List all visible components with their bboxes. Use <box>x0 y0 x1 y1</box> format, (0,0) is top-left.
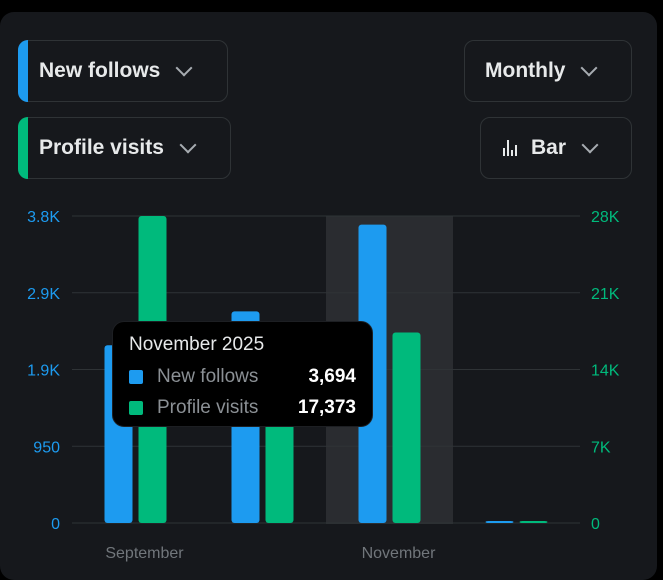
metric1-color-swatch <box>18 40 28 102</box>
bar-profile-visits <box>392 332 421 523</box>
metric2-color-swatch <box>18 117 28 179</box>
tooltip-title: November 2025 <box>129 334 265 355</box>
y-right-tick-label: 21K <box>591 286 620 303</box>
tooltip-label: Profile visits <box>157 397 259 418</box>
y-right-tick-label: 7K <box>591 439 611 456</box>
new-follows-swatch <box>129 370 143 384</box>
bar-chart-icon <box>503 140 517 156</box>
tooltip-row-new-follows: New follows 3,694 <box>129 366 356 388</box>
bar-profile-visits <box>265 402 294 523</box>
tooltip-value: 17,373 <box>297 397 356 418</box>
y-left-tick-label: 950 <box>33 439 60 456</box>
metric1-dropdown[interactable]: New follows <box>18 40 228 102</box>
metric2-label: Profile visits <box>39 136 164 159</box>
period-dropdown[interactable]: Monthly <box>464 40 632 102</box>
x-tick-label: September <box>105 545 184 562</box>
bar-profile-visits <box>519 521 548 523</box>
tooltip-row-profile-visits: Profile visits 17,373 <box>129 397 356 419</box>
x-tick-label: November <box>362 545 436 562</box>
metric2-dropdown[interactable]: Profile visits <box>18 117 231 179</box>
y-left-tick-label: 2.9K <box>27 286 60 303</box>
y-left-tick-label: 3.8K <box>27 209 60 226</box>
chart-type-label: Bar <box>531 136 567 159</box>
metric1-label: New follows <box>39 59 161 82</box>
chart-tooltip: November 2025 New follows 3,694 Profile … <box>112 321 373 427</box>
y-right-tick-label: 14K <box>591 363 620 380</box>
chart-type-dropdown[interactable]: Bar <box>480 117 632 179</box>
y-right-tick-label: 28K <box>591 209 620 226</box>
y-right-tick-label: 0 <box>591 516 600 533</box>
y-left-tick-label: 0 <box>51 516 60 533</box>
bar-new-follows <box>485 521 514 523</box>
profile-visits-swatch <box>129 401 143 415</box>
period-label: Monthly <box>485 59 566 82</box>
tooltip-label: New follows <box>157 366 259 387</box>
tooltip-value: 3,694 <box>308 366 356 387</box>
y-left-tick-label: 1.9K <box>27 363 60 380</box>
